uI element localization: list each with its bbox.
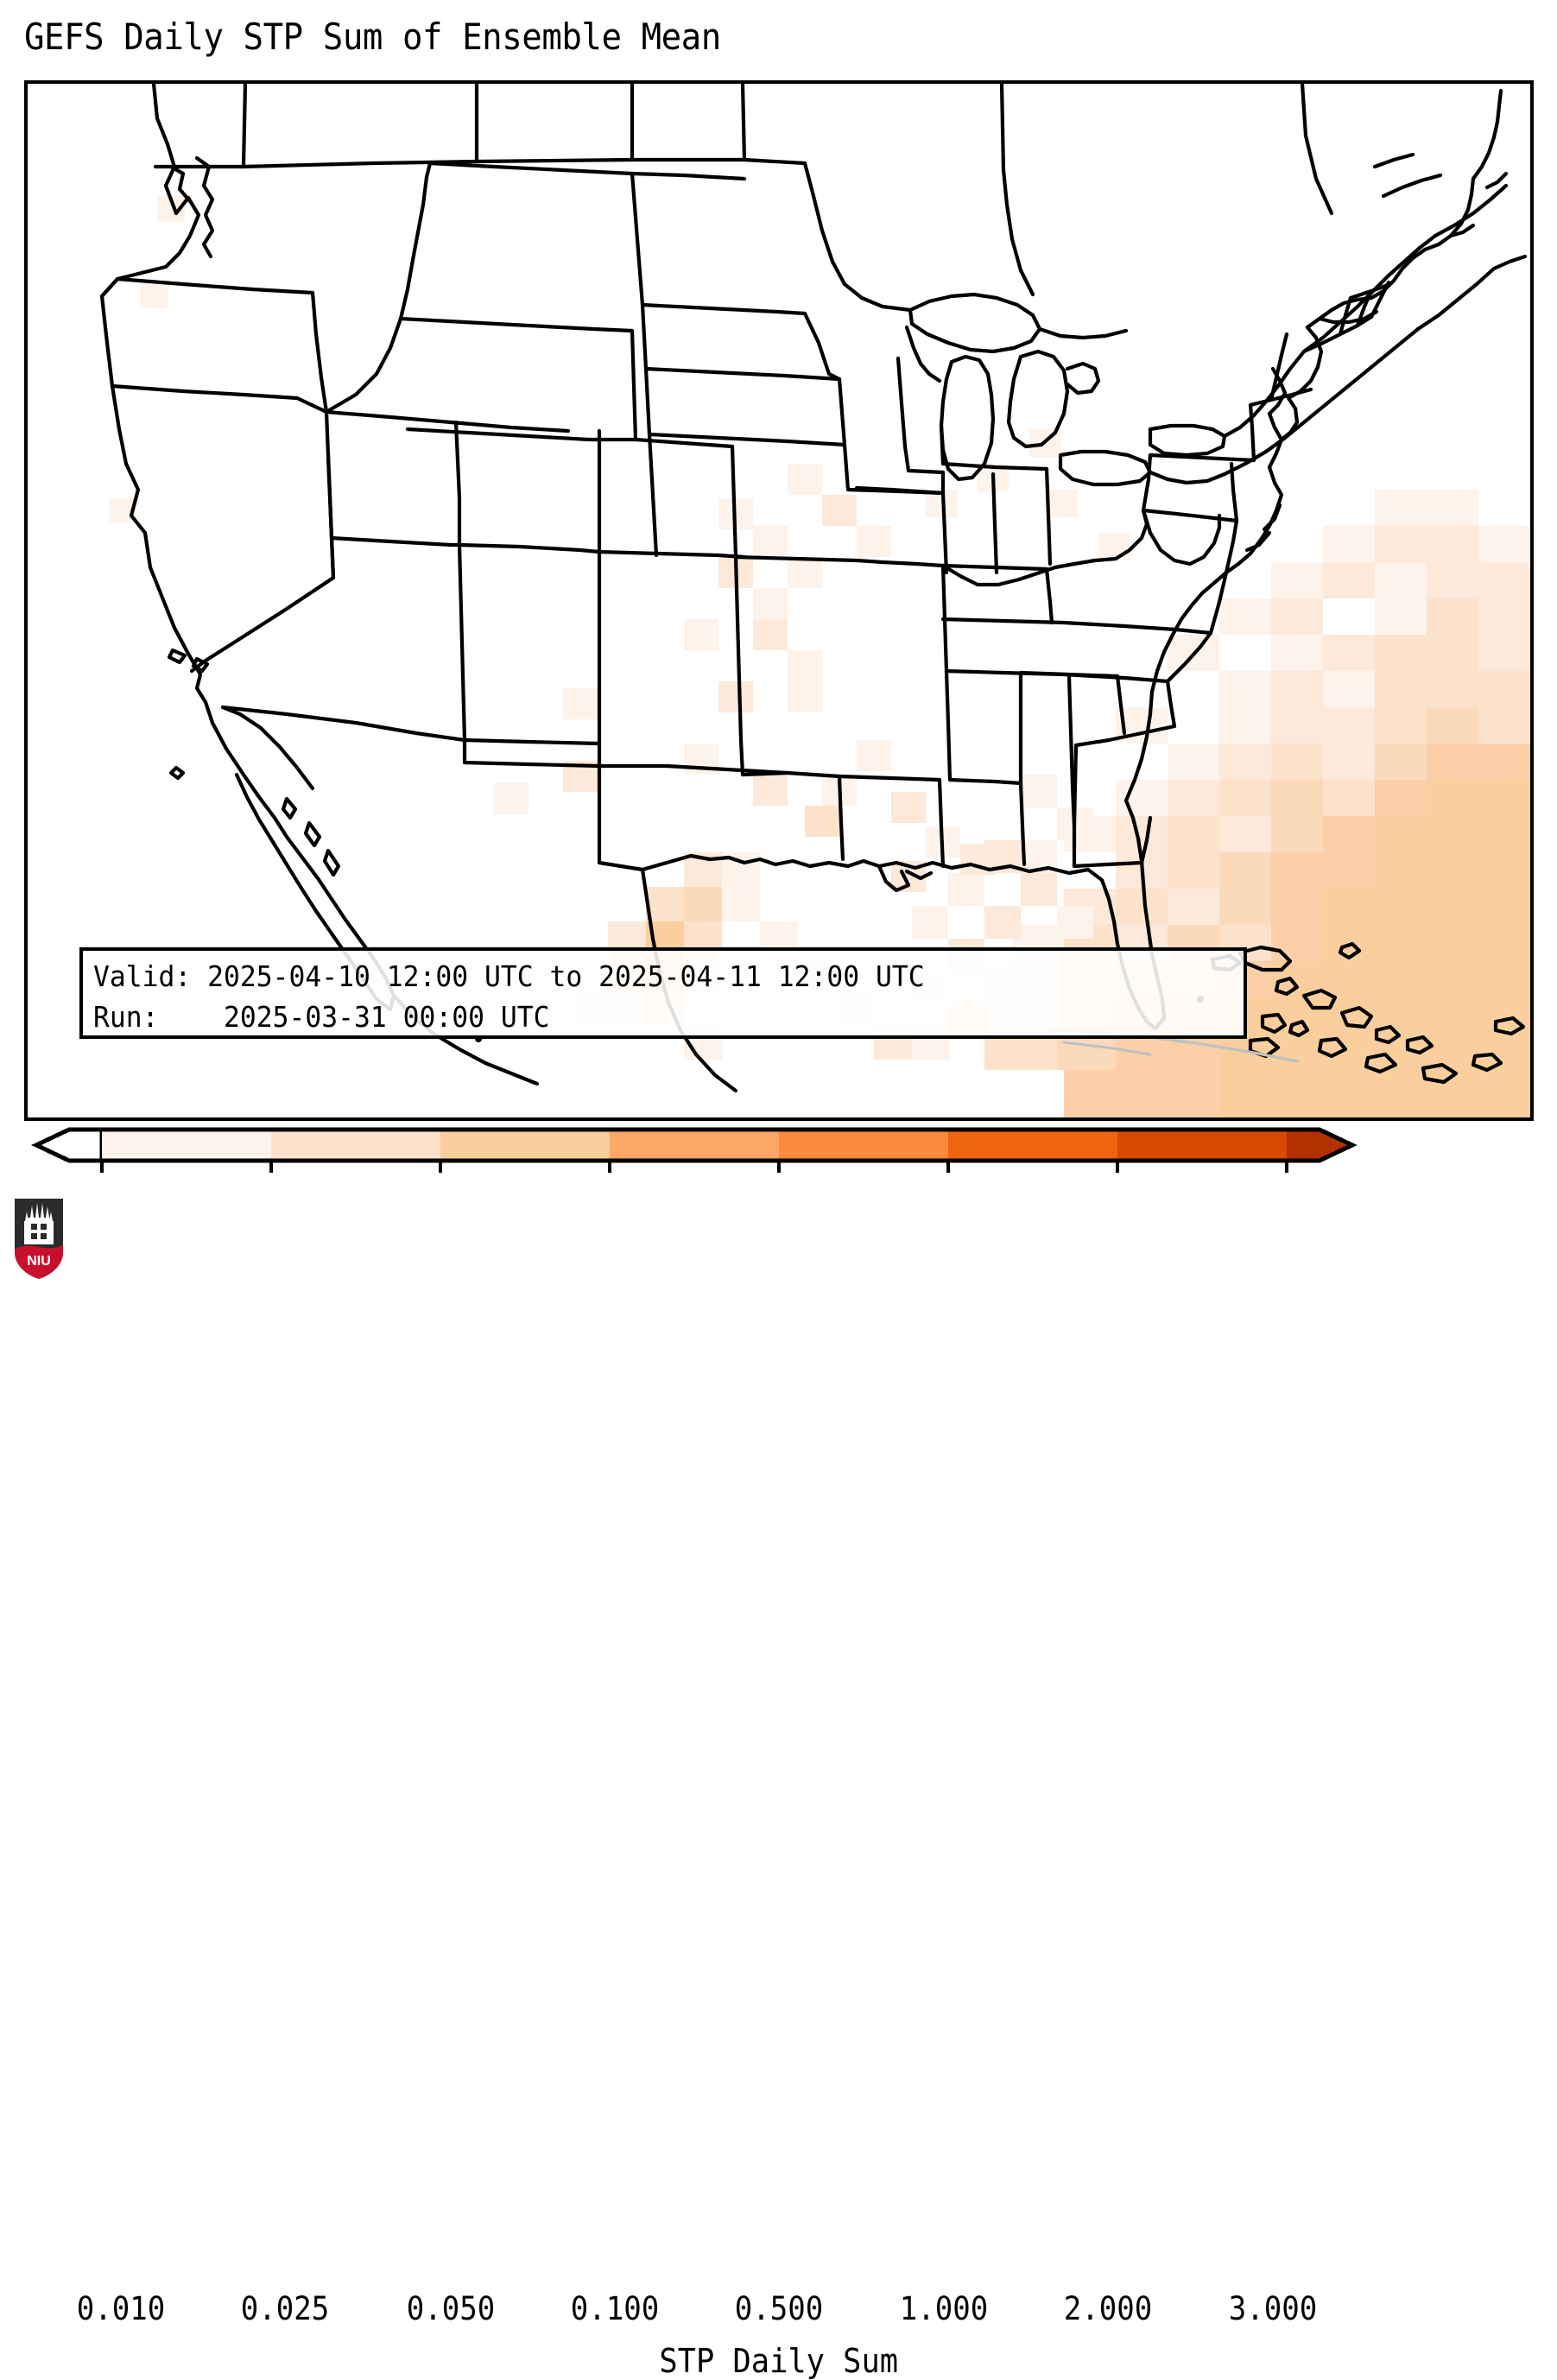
cbar-tick-4: 0.500 (734, 2290, 824, 2327)
cbar-tick-0: 0.010 (76, 2290, 166, 2327)
valid-run-info-box: Valid: 2025-04-10 12:00 UTC to 2025-04-1… (79, 947, 1247, 1039)
castle-icon (24, 1203, 54, 1244)
valid-time-line: Valid: 2025-04-10 12:00 UTC to 2025-04-1… (93, 959, 925, 993)
cbar-tick-2: 0.050 (406, 2290, 496, 2327)
map-panel[interactable]: Valid: 2025-04-10 12:00 UTC to 2025-04-1… (24, 80, 1534, 1121)
colorbar[interactable]: 0.010 0.025 0.050 0.100 0.500 1.000 2.00… (0, 1123, 1557, 2380)
niu-wordmark: NIU (27, 1254, 51, 1269)
shield-red-band (15, 1245, 63, 1279)
colorbar-svg (31, 1127, 1358, 1173)
castle-windows (31, 1224, 47, 1239)
cbar-tick-3: 0.100 (570, 2290, 660, 2327)
weather-map-figure: GEFS Daily STP Sum of Ensemble Mean (0, 16, 1557, 2380)
cbar-tick-1: 0.025 (240, 2290, 330, 2327)
geography-layer (99, 84, 1528, 1093)
map-canvas: Valid: 2025-04-10 12:00 UTC to 2025-04-1… (28, 84, 1530, 1117)
colorbar-tick-labels: 0.010 0.025 0.050 0.100 0.500 1.000 2.00… (0, 2290, 1557, 2333)
run-time-line: Run: 2025-03-31 00:00 UTC (93, 1000, 550, 1034)
cbar-tick-6: 2.000 (1063, 2290, 1153, 2327)
colorbar-axis-label: STP Daily Sum (0, 2342, 1557, 2380)
cbar-tick-7: 3.000 (1228, 2290, 1318, 2327)
colorbar-axis-label-text: STP Daily Sum (659, 2342, 898, 2380)
cbar-tick-5: 1.000 (899, 2290, 989, 2327)
page-title: GEFS Daily STP Sum of Ensemble Mean (24, 16, 721, 58)
niu-logo: NIU (15, 1199, 63, 1279)
